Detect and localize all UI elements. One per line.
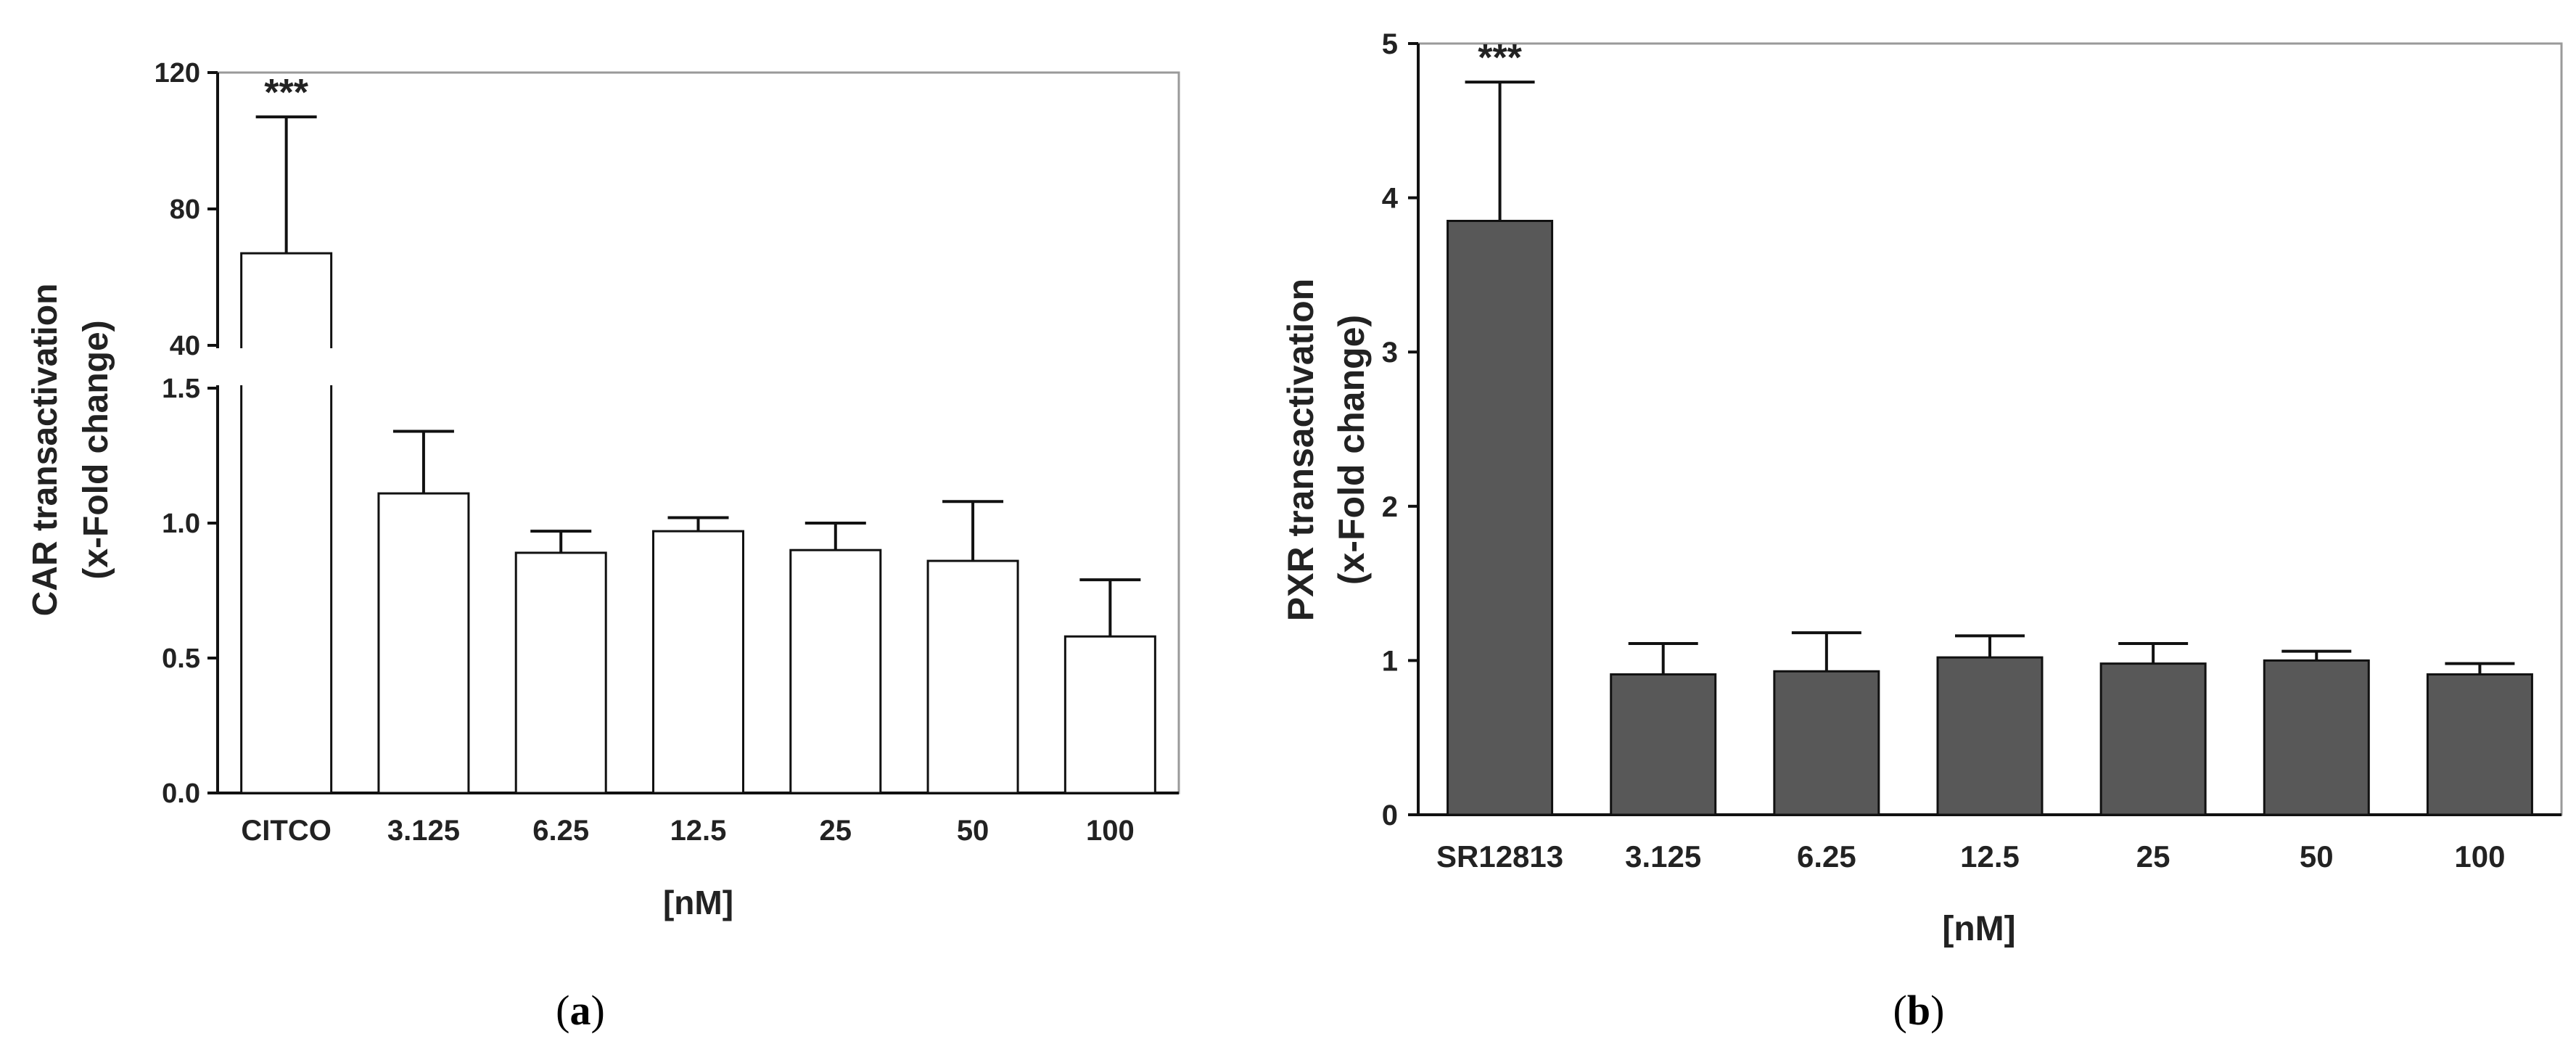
x-axis-label: [nM]	[1942, 910, 2015, 948]
x-category-label: 25	[820, 815, 852, 847]
x-category-label: 3.125	[1625, 839, 1701, 874]
y-tick-label: 1.0	[162, 509, 200, 539]
bar-100	[2426, 673, 2533, 816]
bar-3.125	[1610, 673, 1717, 816]
x-category-label: SR12813	[1436, 839, 1563, 874]
y-tick-label: 0.0	[162, 778, 200, 809]
panel-letter: b	[1907, 987, 1930, 1034]
y-tick-label: 80	[170, 194, 200, 225]
bar-100	[1063, 635, 1156, 794]
bar-50	[2263, 659, 2370, 816]
bar-12.5	[1936, 656, 2044, 816]
y-tick-label: 1	[1382, 645, 1398, 677]
y-tick-label: 40	[170, 331, 200, 361]
x-category-label: 6.25	[532, 815, 589, 847]
x-category-label: 25	[2136, 839, 2170, 874]
x-category-label: CITCO	[241, 815, 331, 847]
y-tick-label: 0.5	[162, 644, 200, 674]
bar-SR12813	[1447, 219, 1554, 816]
axis-break-gap	[196, 348, 339, 385]
bar-3.125	[377, 492, 470, 794]
chart-panel-b: *** 0 1 2 3 4 5 SR12813 3.125 6.25 12.5 25 50 100 [nM]…	[1280, 28, 2563, 1034]
y-axis-label-line2: (x-Fold change)	[1331, 315, 1372, 585]
x-axis-label: [nM]	[663, 884, 733, 921]
significance-label: ***	[264, 72, 308, 114]
y-tick-label: 3	[1382, 337, 1398, 369]
bar-6.25	[514, 551, 607, 794]
y-axis-label-line1: CAR transactivation	[26, 284, 65, 617]
panel-label-b: (b)	[1893, 987, 1945, 1034]
bar-CITCO	[240, 252, 333, 794]
x-category-label: 100	[1086, 815, 1135, 847]
y-tick-label: 120	[155, 58, 200, 89]
bar-12.5	[652, 530, 744, 794]
x-category-label: 12.5	[1960, 839, 2020, 874]
x-category-label: 3.125	[387, 815, 460, 847]
y-axis-label-line1: PXR transactivation	[1280, 279, 1321, 621]
y-tick-label: 1.5	[162, 374, 200, 404]
y-tick-label: 4	[1382, 183, 1399, 215]
x-category-label: 6.25	[1797, 839, 1856, 874]
bar-50	[926, 559, 1019, 794]
y-tick-label: 0	[1382, 800, 1398, 831]
y-tick-label: 5	[1382, 28, 1398, 60]
x-category-label: 12.5	[670, 815, 727, 847]
panel-letter: a	[570, 987, 591, 1034]
x-category-label: 100	[2454, 839, 2505, 874]
panel-label-a: (a)	[556, 987, 605, 1034]
significance-label: ***	[1478, 37, 1522, 79]
bar-25	[789, 548, 882, 794]
x-category-label: 50	[957, 815, 989, 847]
chart-panel-a: *** 0.0 0.5 1.0 1.5 40 80 120 CITCO 3.125 6.25 12.5…	[26, 58, 1180, 1034]
x-category-label: 50	[2300, 839, 2334, 874]
bar-6.25	[1773, 670, 1880, 816]
bar-25	[2099, 662, 2207, 816]
y-tick-label: 2	[1382, 491, 1398, 523]
y-axis-label-line2: (x-Fold change)	[77, 320, 115, 579]
